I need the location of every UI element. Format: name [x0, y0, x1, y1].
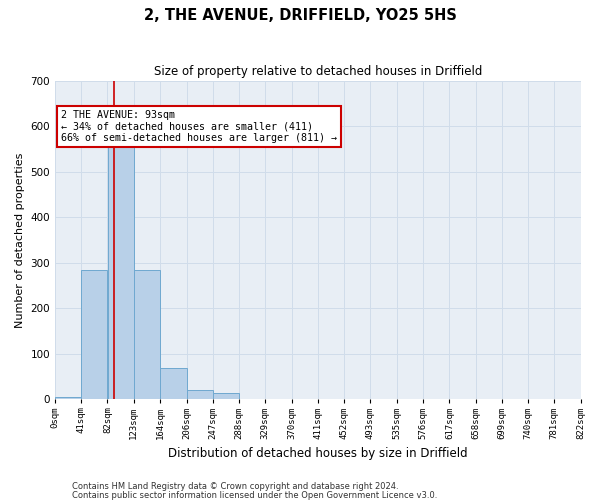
Text: Contains HM Land Registry data © Crown copyright and database right 2024.: Contains HM Land Registry data © Crown c…	[72, 482, 398, 491]
Bar	[187, 390, 213, 400]
Bar	[82, 270, 107, 400]
Text: Contains public sector information licensed under the Open Government Licence v3: Contains public sector information licen…	[72, 490, 437, 500]
X-axis label: Distribution of detached houses by size in Driffield: Distribution of detached houses by size …	[168, 447, 467, 460]
Bar	[55, 397, 81, 400]
Bar	[160, 368, 187, 400]
Text: 2 THE AVENUE: 93sqm
← 34% of detached houses are smaller (411)
66% of semi-detac: 2 THE AVENUE: 93sqm ← 34% of detached ho…	[61, 110, 337, 144]
Y-axis label: Number of detached properties: Number of detached properties	[15, 152, 25, 328]
Title: Size of property relative to detached houses in Driffield: Size of property relative to detached ho…	[154, 65, 482, 78]
Bar	[134, 270, 160, 400]
Bar	[107, 140, 134, 400]
Text: 2, THE AVENUE, DRIFFIELD, YO25 5HS: 2, THE AVENUE, DRIFFIELD, YO25 5HS	[143, 8, 457, 22]
Bar	[213, 392, 239, 400]
